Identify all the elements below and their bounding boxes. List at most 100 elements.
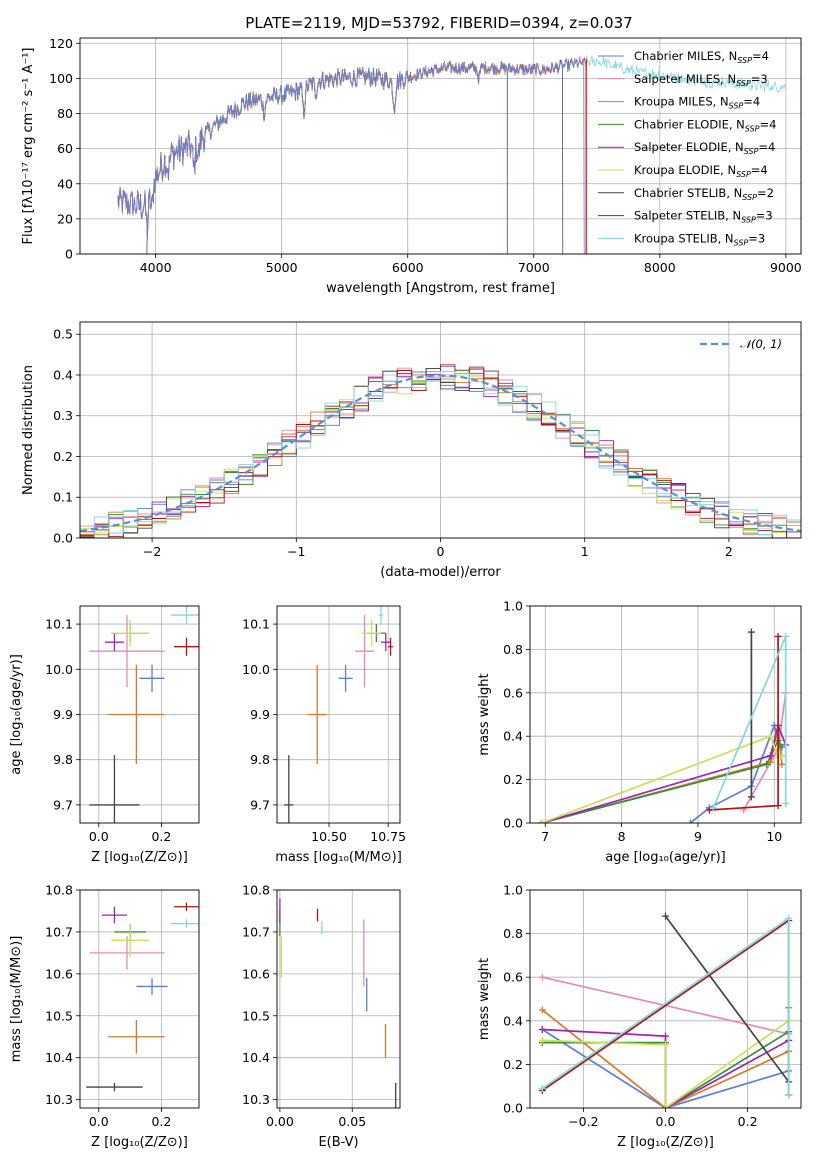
y-tick-label: 10.3 [45,1092,73,1107]
point-kroupa-miles [108,664,165,765]
y-tick-label: 10.4 [45,1050,73,1065]
point-kroupa-miles [108,1019,165,1054]
x-tick-label: 1 [581,544,589,559]
spectrum-kroupa-elodie [146,60,508,254]
weight-marker [538,1006,546,1014]
y-tick-label: 10.5 [242,1008,270,1023]
residual-histogram-frame [79,321,802,539]
x-tick-label: 0.0 [89,829,109,844]
y-tick-label: 10.4 [242,1050,270,1065]
spectrum-plot-area [117,55,786,254]
legend-label: Salpeter STELIB, NSSP=3 [634,209,773,225]
age-vs-mass-frame [276,605,401,824]
y-tick-label: 10.3 [242,1092,270,1107]
mass-weight-vs-age-plot-area [537,628,790,823]
y-tick-label: 0.0 [503,816,523,831]
weight-line [541,722,787,823]
point-kroupa-elodie [362,619,382,647]
y-tick-label: 0.4 [53,367,73,382]
x-tick-label: 8 [618,829,626,844]
y-tick-label: 9.9 [250,707,270,722]
weight-marker [778,760,786,768]
y-tick-label: 0.5 [53,327,73,342]
point-kroupa-elodie [111,923,149,958]
x-tick-label: 8000 [644,260,676,275]
mass-vs-metallicity-grid [80,889,199,1108]
spectrum-ylabel: Flux [fλ10⁻¹⁷ erg cm⁻² s⁻¹ A⁻¹] [21,48,36,245]
legend-label: Salpeter MILES, NSSP=3 [634,72,768,88]
weight-marker [778,743,786,751]
weight-line [541,735,783,823]
x-tick-label: −2 [143,544,161,559]
mass-vs-ebv-plot-area [279,898,397,1108]
y-tick-label: 0.3 [53,408,73,423]
y-tick-label: 0.6 [503,970,523,985]
weight-marker [766,752,774,760]
x-tick-label: 10.75 [370,829,406,844]
spectrum-frame [79,37,802,255]
y-tick-label: 0.4 [503,1013,523,1028]
y-tick-label: 10.0 [242,662,270,677]
weight-marker [538,973,546,981]
mass-vs-metallicity-ylabel: mass [log₁₀(M/M⊙)] [9,936,24,1063]
x-tick-label: 9000 [770,260,802,275]
point-chabrier-miles [338,664,353,692]
x-tick-label: 0.05 [338,1114,366,1129]
y-tick-label: 0.8 [503,926,523,941]
y-tick-label: 0.0 [53,531,73,546]
x-tick-label: 5000 [266,260,298,275]
y-tick-label: 1.0 [503,599,523,614]
y-tick-label: 10.8 [45,883,73,898]
weights-kroupa-stelib [538,914,793,1099]
point-salpeter-stelib [173,902,199,911]
y-tick-label: 20 [57,211,73,226]
spectrum-salpeter-elodie [146,60,508,254]
y-tick-label: 0.2 [53,449,73,464]
x-tick-label: 0.00 [266,1114,294,1129]
spectrum-legend: Chabrier MILES, NSSP=4 Salpeter MILES, NS… [598,49,776,247]
residual-histogram-ylabel: Normed distribution [21,365,36,495]
point-salpeter-stelib [388,637,393,656]
weight-marker [785,914,793,922]
y-tick-label: 120 [49,36,73,51]
y-tick-label: 10.5 [45,1008,73,1023]
weight-marker [705,806,713,814]
y-tick-label: 0.6 [503,685,523,700]
weight-marker [537,819,545,823]
point-kroupa-stelib [170,606,199,625]
residual-histogram-xlabel: (data-model)/error [380,565,501,580]
y-tick-label: 0 [65,247,73,262]
weight-marker [686,819,694,823]
y-tick-label: 10.7 [45,924,73,939]
point-chabrier-stelib [284,755,294,823]
point-kroupa-stelib [378,606,384,625]
y-tick-label: 10.7 [242,924,270,939]
y-tick-label: 80 [57,106,73,121]
legend-label: Salpeter ELODIE, NSSP=4 [634,140,775,156]
weight-marker [538,1036,546,1044]
weight-line [664,915,790,1083]
y-tick-label: 9.9 [53,707,73,722]
spectrum-chabrier-miles [117,57,585,254]
weight-marker [766,732,774,740]
mass-vs-metallicity-plot-area [86,902,199,1092]
x-tick-label: −1 [287,544,305,559]
point-chabrier-miles [136,978,168,995]
legend-label: Chabrier MILES, NSSP=4 [634,49,769,65]
weight-marker [662,912,669,920]
weights-kroupa-stelib [709,632,790,812]
gaussian-reference-curve [80,374,801,532]
weights-salpeter-stelib [705,632,782,814]
y-tick-label: 10.6 [45,966,73,981]
weight-marker [763,760,771,768]
x-tick-label: 0.0 [656,1114,676,1129]
point-chabrier-miles [139,664,165,692]
x-tick-label: 0 [437,544,445,559]
point-salpeter-miles [89,936,165,970]
weight-line [709,636,779,811]
age-vs-metallicity-frame [79,605,200,824]
mass-weight-vs-age-xlabel: age [log₁₀(age/yr)] [605,850,726,865]
y-tick-label: 9.8 [250,752,270,767]
y-tick-label: 0.4 [503,729,523,744]
mass-weight-vs-metallicity-axes: −0.2 0.0 0.2 0.0 0.2 0.4 0.6 0.8 1.0 [503,883,801,1129]
